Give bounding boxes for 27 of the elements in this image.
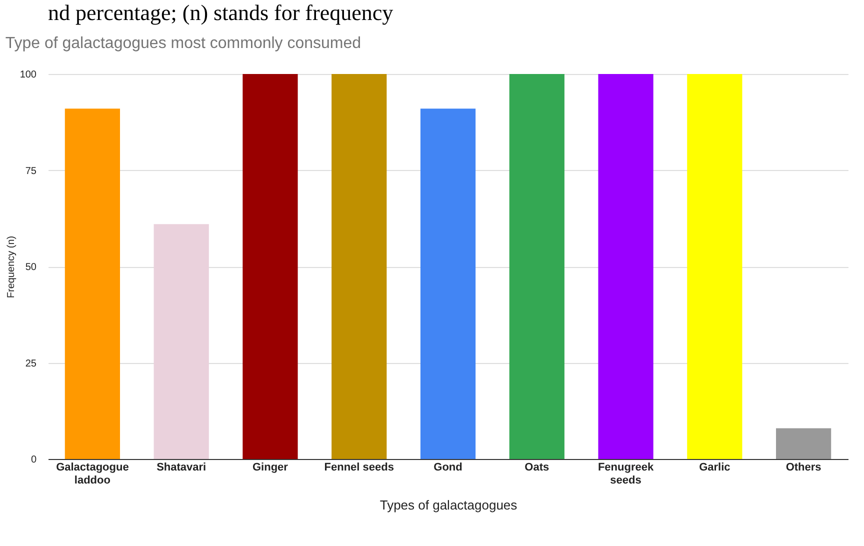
bar bbox=[420, 108, 476, 459]
bar bbox=[509, 74, 564, 459]
x-tick-label: Fennel seeds bbox=[324, 462, 394, 474]
bar bbox=[242, 74, 298, 459]
text: nd percentage; (n) stands for frequency bbox=[48, 0, 394, 25]
bar bbox=[154, 224, 209, 459]
y-axis-title: Frequency (n) bbox=[6, 236, 17, 298]
y-tick-label: 75 bbox=[25, 166, 37, 177]
bar bbox=[64, 108, 120, 459]
x-tick-label: Gond bbox=[434, 462, 462, 474]
x-tick-label: Garlic bbox=[699, 462, 730, 474]
chart-title: Type of galactagogues most commonly consumed bbox=[5, 35, 362, 52]
bar bbox=[776, 428, 832, 459]
x-tick-label: Others bbox=[786, 462, 822, 474]
y-tick-label: 0 bbox=[30, 454, 37, 466]
x-axis-title: Types of galactagogues bbox=[380, 498, 518, 512]
y-tick-label: 25 bbox=[25, 358, 37, 370]
x-tick-label: Oats bbox=[524, 462, 550, 474]
y-tick-label: 50 bbox=[25, 262, 37, 273]
x-tick-label: Ginger bbox=[252, 462, 289, 474]
x-tick-label: Fenugreek seeds bbox=[598, 462, 654, 486]
x-tick-label: Shatavari bbox=[156, 462, 206, 474]
y-tick-label: 100 bbox=[20, 70, 37, 80]
x-tick-label: Galactagogue laddoo bbox=[56, 462, 129, 486]
bar bbox=[598, 74, 654, 459]
bar bbox=[687, 74, 742, 459]
bar bbox=[332, 74, 387, 459]
